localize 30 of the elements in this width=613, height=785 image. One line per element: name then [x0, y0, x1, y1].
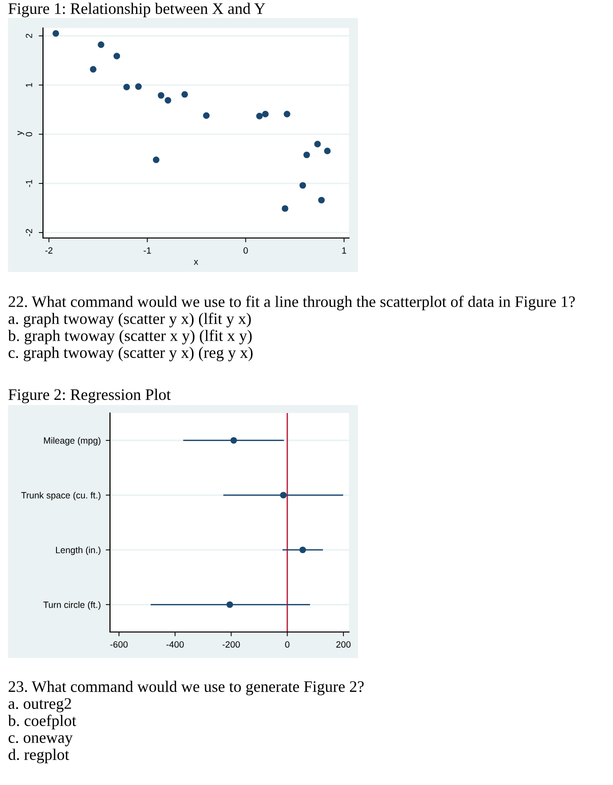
y-tick-label: 0 [26, 132, 32, 136]
x-tick-label: -200 [222, 641, 240, 648]
text: 22. What command would we use to fit a line through the scatterplot of data in Figure 1? [8, 296, 575, 310]
text: a. outreg2 [8, 698, 71, 712]
chart-title: Figure 1: Relationship between X and Y [8, 2, 266, 18]
y-tick-label: 1 [26, 82, 32, 87]
x-tick-label: -1 [144, 247, 151, 254]
text: b. coefplot [8, 714, 76, 730]
y-tick-label: -1 [26, 180, 32, 188]
x-axis-title: x [194, 260, 198, 265]
x-tick-label: 0 [244, 247, 248, 254]
y-tick-label: Length (in.) [56, 546, 100, 556]
y-tick-label: 2 [26, 34, 32, 38]
text: b. graph twoway (scatter x y) (lfit x y) [8, 330, 252, 344]
y-tick-label: Mileage (mpg) [44, 437, 100, 446]
text: d. regplot [8, 748, 70, 764]
y-tick-label: -2 [26, 229, 32, 236]
text: 23. What command would we use to generate Figure 2? [8, 680, 364, 696]
x-tick-label: 200 [336, 641, 351, 648]
text: c. oneway [8, 735, 73, 746]
text: c. graph twoway (scatter y x) (reg y x) [8, 346, 253, 362]
y-tick-label: Trunk space (cu. ft.) [21, 492, 100, 500]
chart-title: Figure 2: Regression Plot [8, 388, 171, 404]
x-tick-label: -400 [166, 641, 184, 648]
x-tick-label: 1 [342, 247, 346, 254]
x-tick-label: 0 [285, 641, 290, 648]
text: a. graph twoway (scatter y x) (lfit y x) [8, 312, 251, 328]
y-axis-title: y [18, 130, 24, 136]
y-tick-label: Turn circle (ft.) [43, 601, 100, 610]
x-tick-label: -600 [110, 641, 128, 648]
